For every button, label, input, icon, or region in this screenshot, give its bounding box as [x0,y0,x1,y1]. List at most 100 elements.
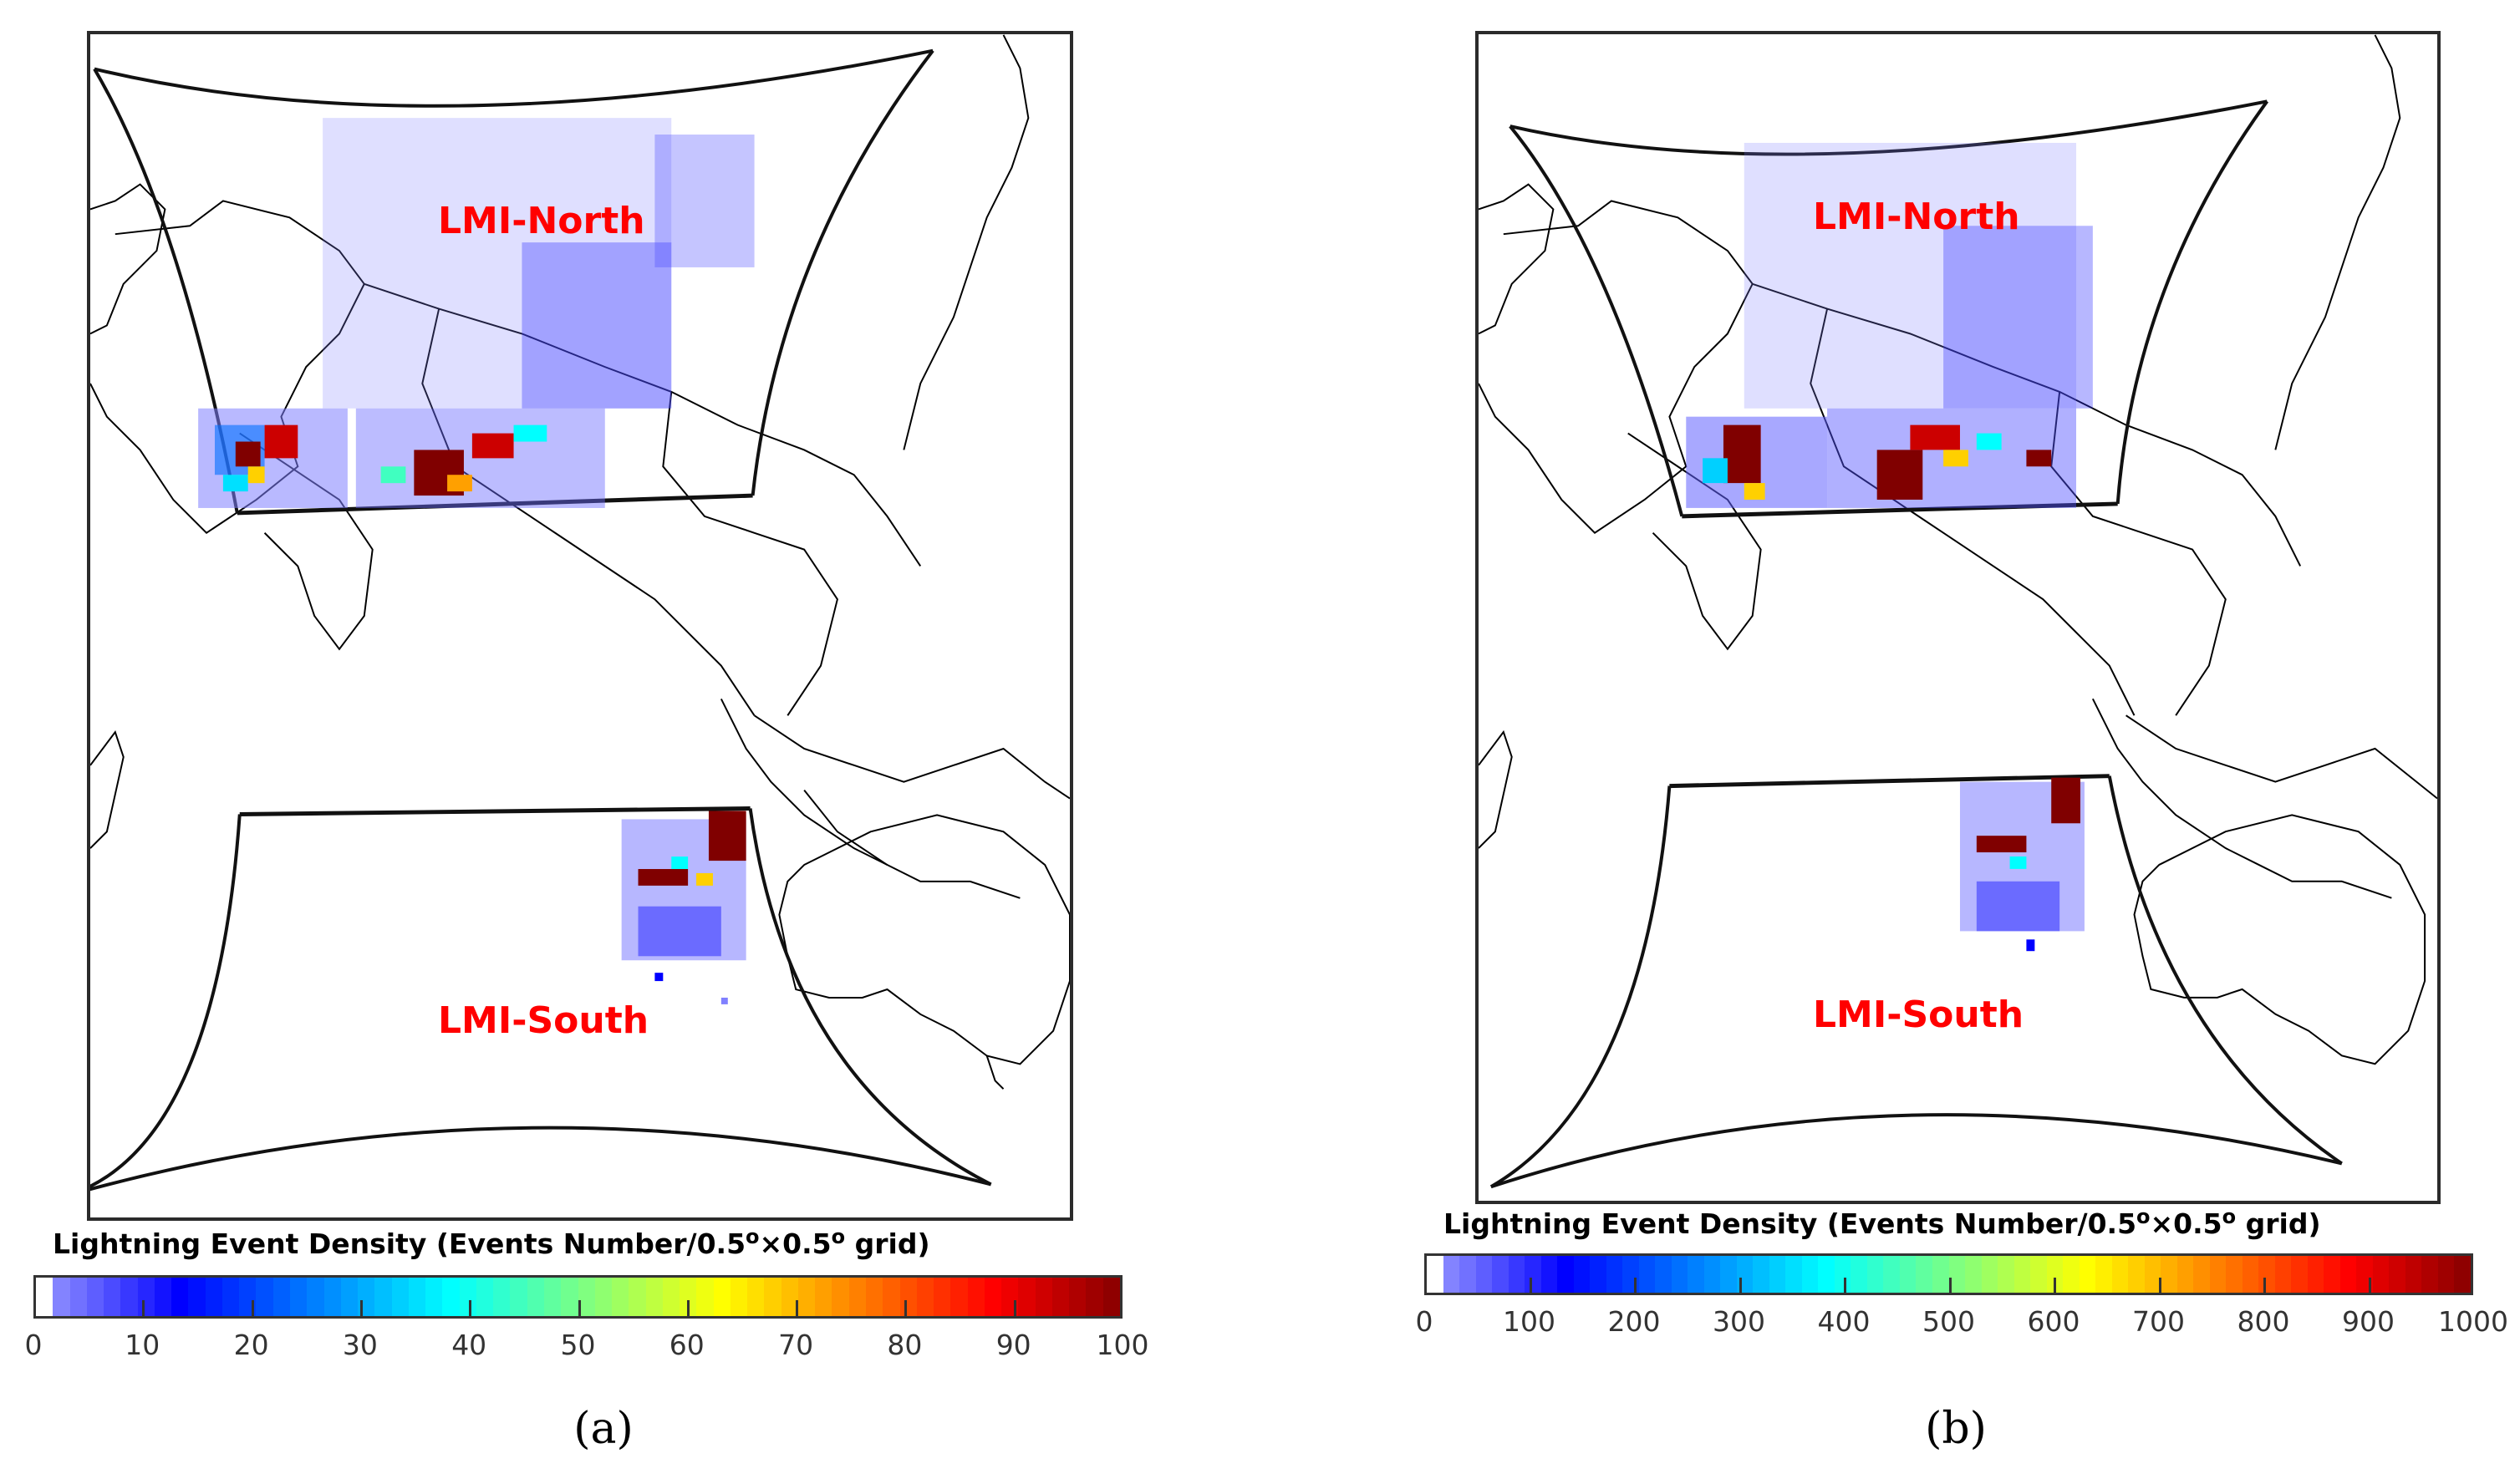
lmi-south-label-a: LMI-South [438,999,649,1042]
colorbar-tick-label: 1000 [2438,1305,2508,1338]
colorbar-segment [2111,1256,2129,1293]
colorbar-tick [469,1299,472,1316]
colorbar-tick [796,1299,799,1316]
colorbar-title-a: Lightning Event Density (Events Number/0… [53,1225,930,1260]
colorbar-tick-label: 500 [1922,1305,1975,1338]
colorbar-segment [1671,1256,1688,1293]
colorbar-segment [696,1278,714,1316]
colorbar-segment [1998,1256,2014,1293]
colorbar-tick [1529,1277,1532,1293]
colorbar-segment [662,1278,680,1316]
colorbar-segment [1981,1256,1998,1293]
colorbar-segment [815,1278,832,1316]
colorbar-segment [2193,1256,2210,1293]
colorbar-segment [612,1278,629,1316]
colorbar-segment [2258,1256,2275,1293]
colorbar-segment [510,1278,527,1316]
colorbar-segment [2226,1256,2243,1293]
degree-sup: o [2222,1205,2237,1228]
colorbar-segment [713,1278,731,1316]
colorbar-title-b: Lightning Event Density (Events Number/0… [1443,1205,2321,1240]
colorbar-segment [1866,1256,1884,1293]
colorbar-tick [142,1299,145,1316]
colorbar-segment [86,1278,104,1316]
colorbar-tick [359,1299,363,1316]
colorbar-segment [1688,1256,1704,1293]
colorbar-a [33,1275,1123,1319]
colorbar-segment [272,1278,290,1316]
colorbar-tick-label: 200 [1607,1305,1661,1338]
colorbar-title-mid: ×0.5 [759,1227,832,1260]
panel-label-b: (b) [1925,1404,1987,1454]
colorbar-segment [205,1278,222,1316]
colorbar-segment [1086,1278,1103,1316]
colorbar-title-end: grid) [2236,1207,2321,1240]
colorbar-tick-label: 50 [560,1329,596,1361]
colorbar-segment [323,1278,341,1316]
colorbar-tick [1013,1299,1016,1316]
colorbar-segment [2421,1256,2438,1293]
colorbar-tick-label: 700 [2132,1305,2185,1338]
colorbar-segment [2405,1256,2422,1293]
colorbar-segment [2307,1256,2324,1293]
colorbar-segment [2389,1256,2405,1293]
colorbar-segment [1540,1256,1558,1293]
colorbar-segment [730,1278,748,1316]
colorbar-tick [904,1299,908,1316]
colorbar-segment [459,1278,476,1316]
colorbar-segment [1703,1256,1721,1293]
colorbar-segment [256,1278,273,1316]
colorbar-segment [578,1278,595,1316]
degree-sup: o [831,1225,846,1248]
colorbar-segment [36,1278,53,1316]
colorbar-tick-label: 90 [995,1329,1031,1361]
colorbar-segment [680,1278,697,1316]
colorbar-segment [391,1278,409,1316]
degree-sup: o [746,1225,760,1248]
colorbar-segment [1932,1256,1949,1293]
colorbar-tick-label: 0 [24,1329,43,1361]
colorbar-segment [781,1278,798,1316]
map-a [90,34,1070,1192]
colorbar-segment [1525,1256,1541,1293]
colorbar-segment [137,1278,155,1316]
colorbar-segment [967,1278,985,1316]
colorbar-tick-label: 10 [125,1329,160,1361]
colorbar-segment [950,1278,968,1316]
colorbar-segment [2372,1256,2390,1293]
colorbar-segment [899,1278,917,1316]
colorbar-segment [543,1278,562,1316]
lmi-north-label-a: LMI-North [438,200,645,242]
colorbar-tick [1634,1277,1637,1293]
colorbar-tick [1844,1277,1846,1293]
colorbar-segment [1018,1278,1036,1316]
colorbar-tick [2054,1277,2056,1293]
colorbar-tick-label: 900 [2342,1305,2395,1338]
colorbar-segment [1051,1278,1070,1316]
colorbar-segment [2063,1256,2080,1293]
colorbar-tick [2263,1277,2266,1293]
colorbar-segment [1883,1256,1900,1293]
colorbar-segment [374,1278,392,1316]
colorbar-segment [561,1278,578,1316]
colorbar-tick-label: 300 [1713,1305,1765,1338]
colorbar-segment [1508,1256,1525,1293]
colorbar-tick-label: 80 [887,1329,923,1361]
colorbar-segment [1638,1256,1656,1293]
colorbar-segment [2274,1256,2292,1293]
colorbar-segment [2128,1256,2145,1293]
colorbar-segment [2161,1256,2177,1293]
colorbar-segment [2013,1256,2031,1293]
colorbar-segment [2144,1256,2161,1293]
colorbar-tick-label: 800 [2237,1305,2290,1338]
colorbar-b [1424,1253,2473,1295]
colorbar-segment [1606,1256,1623,1293]
colorbar-segment [340,1278,359,1316]
colorbar-title-text: Lightning Event Density (Events Number/0… [53,1227,746,1260]
colorbar-segment [1801,1256,1819,1293]
colorbar-segment [289,1278,308,1316]
colorbar-tick [578,1299,581,1316]
map-frame-a: LMI-North LMI-South [87,31,1073,1221]
colorbar-segment [2209,1256,2227,1293]
colorbar-title-text: Lightning Event Density (Events Number/0… [1443,1207,2137,1240]
